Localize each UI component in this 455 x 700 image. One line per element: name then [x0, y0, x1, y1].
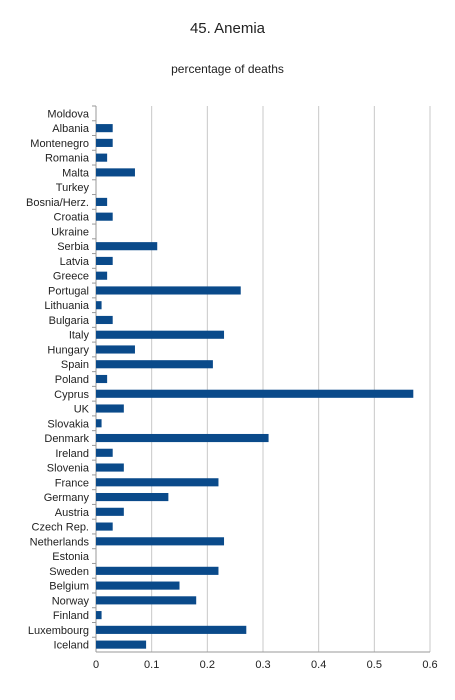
x-tick-label: 0.1	[144, 659, 159, 671]
bar	[96, 433, 269, 443]
category-label: Lithuania	[44, 300, 90, 312]
bar	[96, 492, 169, 502]
bar	[96, 301, 102, 310]
category-label: Turkey	[56, 182, 90, 194]
bar	[96, 611, 102, 620]
bar	[96, 596, 197, 605]
bar	[96, 315, 113, 325]
category-label: Ireland	[55, 448, 89, 460]
x-tick-label: 0	[93, 659, 99, 671]
bar	[96, 286, 241, 295]
bar	[96, 448, 113, 457]
bar	[96, 507, 124, 516]
chart-subtitle: percentage of deaths	[171, 62, 284, 76]
bar	[96, 389, 414, 398]
bar	[96, 566, 219, 575]
category-label: Austria	[55, 507, 90, 519]
category-label: Spain	[61, 359, 89, 371]
category-label: Croatia	[54, 212, 90, 224]
category-label: Iceland	[54, 640, 89, 652]
category-label: Belgium	[49, 581, 89, 593]
category-label: Poland	[55, 374, 89, 386]
bar	[96, 419, 102, 428]
bar	[96, 625, 247, 634]
category-label: Montenegro	[30, 138, 89, 150]
bar	[96, 581, 180, 590]
bar	[96, 168, 135, 177]
category-label: Romania	[45, 153, 90, 165]
x-tick-label: 0.5	[367, 659, 382, 671]
category-label: Italy	[69, 330, 90, 342]
bar	[96, 271, 108, 280]
category-label: Portugal	[48, 285, 89, 297]
bar	[96, 212, 113, 221]
category-label: Bosnia/Herz.	[26, 197, 89, 209]
bar	[96, 640, 147, 649]
bar	[96, 138, 113, 147]
bar	[96, 522, 113, 531]
category-label: Slovakia	[47, 418, 89, 430]
category-label: Czech Rep.	[32, 522, 89, 534]
category-label: Cyprus	[54, 389, 89, 401]
category-label: Ukraine	[51, 226, 89, 238]
category-label: Albania	[52, 123, 90, 135]
bar	[96, 330, 225, 339]
bar	[96, 463, 124, 472]
category-label: Norway	[52, 595, 90, 607]
bar	[96, 404, 124, 413]
bar	[96, 537, 225, 546]
bar	[96, 242, 158, 251]
x-tick-label: 0.4	[311, 659, 326, 671]
category-label: Denmark	[44, 433, 89, 445]
bar	[96, 345, 135, 354]
category-label: Sweden	[49, 566, 89, 578]
bar	[96, 360, 213, 369]
bar	[96, 478, 219, 487]
category-label: Malta	[62, 167, 90, 179]
x-tick-label: 0.3	[255, 659, 270, 671]
category-label: Netherlands	[30, 536, 90, 548]
category-label: Moldova	[47, 108, 89, 120]
x-tick-label: 0.6	[422, 659, 437, 671]
bar	[96, 197, 108, 206]
category-label: Slovenia	[47, 463, 90, 475]
bar	[96, 374, 108, 384]
category-label: Luxembourg	[28, 625, 89, 637]
category-label: Hungary	[47, 344, 89, 356]
chart-title: 45. Anemia	[189, 20, 266, 37]
category-label: Bulgaria	[49, 315, 90, 327]
category-label: Latvia	[60, 256, 90, 268]
bar	[96, 256, 113, 266]
category-label: Finland	[53, 610, 89, 622]
bar	[96, 124, 113, 133]
x-tick-label: 0.2	[200, 659, 215, 671]
category-label: Germany	[44, 492, 90, 504]
bar	[96, 153, 108, 162]
category-label: UK	[74, 404, 90, 416]
category-label: Serbia	[57, 241, 90, 253]
category-label: France	[55, 477, 89, 489]
category-label: Greece	[53, 271, 89, 283]
category-label: Estonia	[52, 551, 90, 563]
